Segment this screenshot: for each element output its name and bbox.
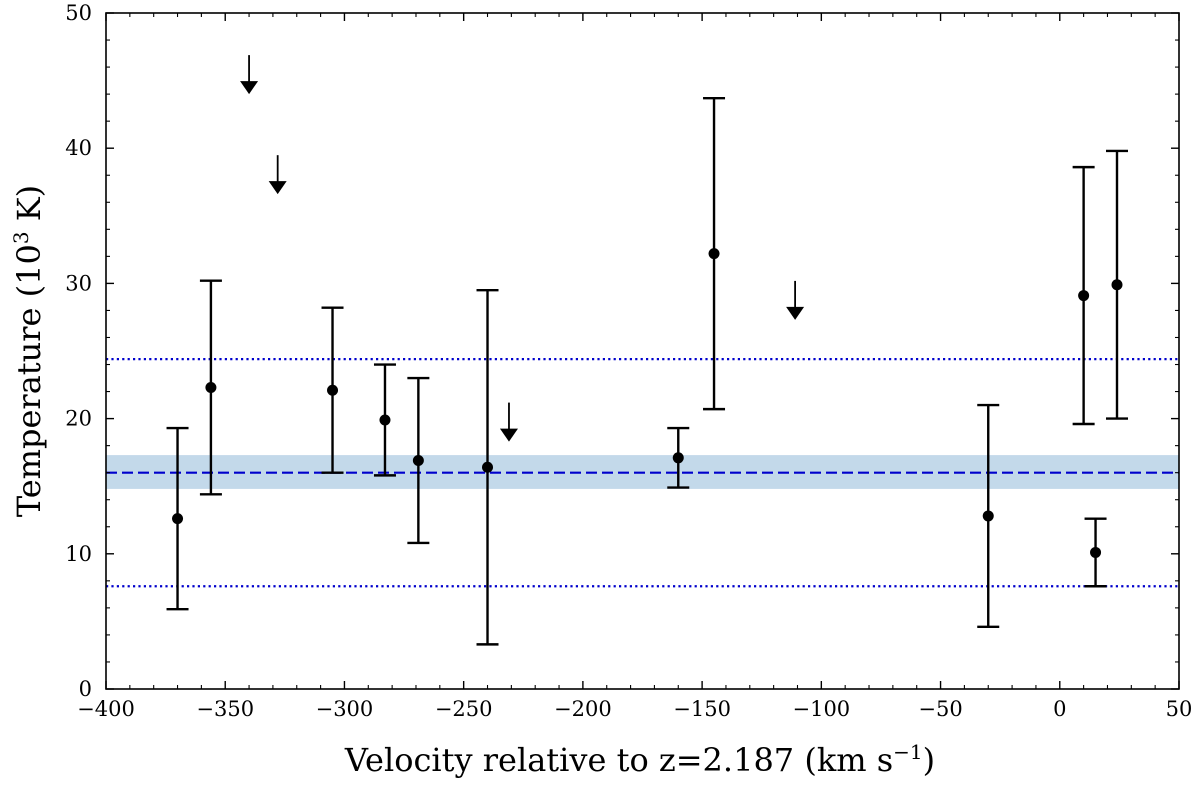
- y-tick-label: 30: [65, 271, 92, 295]
- data-point-9: [977, 403, 1000, 629]
- data-point-10: [1072, 165, 1095, 426]
- upper-limit-arrowhead: [786, 306, 805, 320]
- data-point-3: [321, 306, 344, 474]
- data-marker: [1111, 279, 1123, 291]
- data-marker: [482, 461, 494, 473]
- data-point-4: [373, 363, 396, 477]
- data-marker: [982, 510, 994, 522]
- x-tick-label: 0: [1053, 697, 1066, 721]
- data-point-5: [407, 376, 430, 545]
- axis-ticks: −400 −350 −300 −250 −200 −150 −100 −50 0 50 0 10 20 3…: [65, 1, 1192, 721]
- y-tick-label: 20: [65, 407, 92, 431]
- data-marker: [412, 455, 424, 467]
- x-tick-label: −50: [918, 697, 962, 721]
- data-point-11: [1084, 517, 1107, 588]
- data-layer: [166, 55, 1129, 646]
- x-tick-label: −350: [196, 697, 254, 721]
- plot-frame: [105, 12, 1180, 690]
- reference-lines: [106, 358, 1179, 588]
- data-marker: [327, 384, 339, 396]
- x-tick-label: −300: [316, 697, 374, 721]
- upper-limit-arrowhead: [268, 181, 287, 195]
- data-marker: [1078, 290, 1090, 302]
- data-marker: [379, 414, 391, 426]
- upper-limit-2: [268, 155, 287, 195]
- y-tick-label: 50: [65, 1, 92, 25]
- y-tick-label: 10: [65, 542, 92, 566]
- y-tick-label: 40: [65, 136, 92, 160]
- upper-limit-4: [786, 280, 805, 320]
- data-marker: [205, 382, 217, 394]
- data-point-8: [703, 96, 726, 411]
- upper-limit-3: [499, 402, 518, 442]
- data-marker: [1090, 546, 1102, 558]
- data-point-6: [476, 288, 499, 646]
- x-tick-label: −250: [435, 697, 493, 721]
- data-marker: [172, 513, 184, 525]
- x-tick-label: −150: [673, 697, 731, 721]
- x-tick-label: −400: [77, 697, 135, 721]
- data-marker: [708, 248, 720, 260]
- data-point-2: [199, 279, 222, 496]
- data-marker: [672, 452, 684, 464]
- data-point-7: [667, 426, 690, 489]
- upper-limit-1: [240, 55, 259, 95]
- upper-limit-arrowhead: [499, 428, 518, 442]
- y-axis-title: Temperature (103 K): [9, 185, 48, 517]
- x-axis-title: Velocity relative to z=2.187 (km s−1): [344, 740, 935, 779]
- data-point-1: [166, 426, 189, 611]
- data-point-12: [1106, 149, 1129, 420]
- x-tick-label: −100: [792, 697, 850, 721]
- x-tick-label: −200: [554, 697, 612, 721]
- upper-limit-arrowhead: [240, 81, 259, 95]
- x-tick-label: 50: [1166, 697, 1193, 721]
- y-tick-label: 0: [79, 677, 92, 701]
